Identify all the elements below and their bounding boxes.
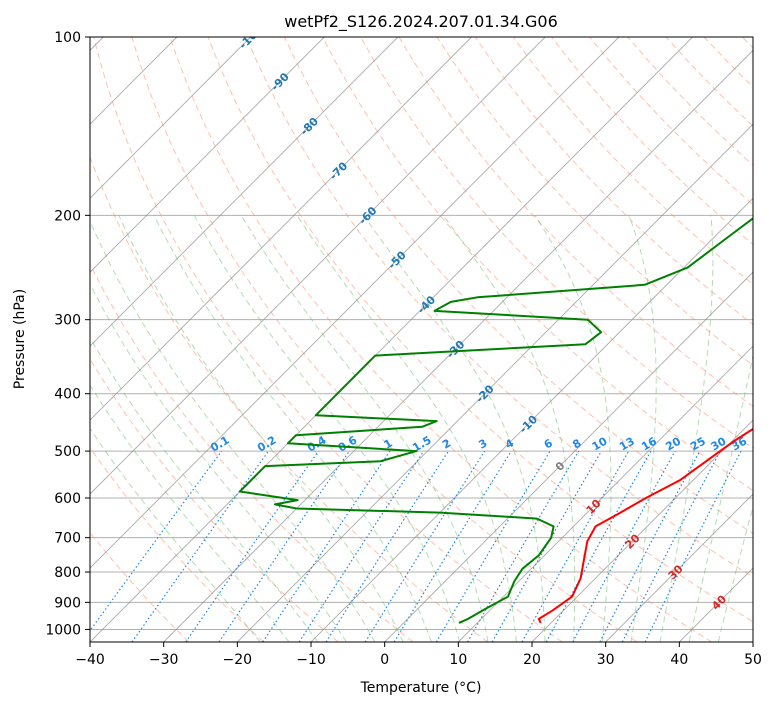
x-tick-label: 10 bbox=[449, 652, 467, 668]
y-tick-label: 600 bbox=[54, 491, 81, 507]
isotherm-line bbox=[90, 37, 251, 199]
y-tick-label: 400 bbox=[54, 387, 81, 403]
isotherm-line bbox=[90, 37, 325, 273]
moist-adiabat bbox=[90, 282, 347, 642]
dry-adiabat bbox=[322, 37, 753, 492]
isotherm-line bbox=[90, 37, 472, 421]
x-tick-label: 30 bbox=[597, 652, 615, 668]
temperature-line bbox=[537, 427, 753, 624]
mixing-ratio-line bbox=[572, 450, 676, 642]
dry-adiabat bbox=[512, 37, 753, 285]
isotherm-line bbox=[384, 271, 753, 642]
x-tick-label: −20 bbox=[223, 652, 253, 668]
mixing-ratio-line bbox=[90, 450, 223, 632]
mixing-ratio-line bbox=[218, 450, 350, 642]
dry-adiabat bbox=[436, 37, 753, 366]
dry-adiabat bbox=[474, 37, 753, 326]
y-tick-label: 300 bbox=[54, 313, 81, 329]
chart-title: wetPf2_S126.2024.207.01.34.G06 bbox=[284, 12, 558, 32]
x-tick-label: 50 bbox=[744, 652, 762, 668]
dry-adiabat bbox=[131, 37, 638, 642]
x-tick-label: 0 bbox=[380, 652, 389, 668]
mixing-ratio-line bbox=[393, 450, 512, 642]
dewpoint-line bbox=[238, 217, 753, 624]
x-tick-label: −40 bbox=[75, 652, 105, 668]
moist-adiabat bbox=[118, 215, 404, 642]
isotherm-line bbox=[90, 37, 399, 347]
background-lines bbox=[90, 37, 753, 642]
isotherm-line bbox=[458, 345, 753, 642]
x-tick-label: −10 bbox=[296, 652, 326, 668]
dry-adiabat bbox=[90, 357, 339, 642]
isotherm-line bbox=[90, 37, 693, 642]
isotherm-line bbox=[90, 37, 620, 569]
mixing-ratio-line bbox=[521, 450, 630, 642]
moist-adiabat bbox=[442, 215, 576, 642]
x-tick-label: 20 bbox=[523, 652, 541, 668]
y-tick-label: 700 bbox=[54, 531, 81, 547]
x-axis: −40 −30 −20 −10 0 10 20 30 40 50 bbox=[75, 642, 762, 668]
x-axis-title: Temperature (°C) bbox=[360, 680, 482, 696]
isotherm-line bbox=[90, 37, 546, 495]
dry-adiabat bbox=[283, 37, 753, 535]
y-tick-label: 200 bbox=[54, 208, 81, 224]
mixing-ratio-line bbox=[185, 450, 319, 642]
plot-background bbox=[90, 37, 753, 642]
isotherm-line bbox=[605, 493, 753, 642]
mixing-ratio-line bbox=[644, 450, 742, 642]
moist-adiabat bbox=[628, 215, 657, 642]
moist-adiabat bbox=[534, 215, 612, 642]
moist-adiabat bbox=[659, 215, 714, 642]
moist-adiabat bbox=[193, 215, 461, 642]
moist-adiabat bbox=[90, 219, 376, 642]
dry-adiabat bbox=[93, 37, 563, 642]
moist-adiabat bbox=[90, 427, 261, 642]
dry-adiabat bbox=[245, 37, 753, 578]
y-tick-label: 100 bbox=[54, 30, 81, 46]
dry-adiabat bbox=[90, 446, 264, 642]
isotherm-line bbox=[163, 49, 753, 642]
x-tick-label: 40 bbox=[670, 652, 688, 668]
dry-adiabat bbox=[90, 262, 414, 642]
y-tick-label: 800 bbox=[54, 565, 81, 581]
moist-adiabat bbox=[90, 336, 319, 642]
dry-adiabat bbox=[207, 37, 753, 623]
y-axis: 1000 900 800 700 600 500 400 300 200 100 bbox=[45, 30, 90, 638]
y-tick-label: 900 bbox=[54, 595, 81, 611]
mixing-ratio-line bbox=[545, 450, 652, 642]
isotherm-line bbox=[237, 123, 753, 642]
moist-adiabat bbox=[240, 215, 489, 642]
mixing-ratio-line bbox=[325, 450, 449, 642]
dry-adiabat bbox=[169, 37, 712, 642]
sounding-series bbox=[238, 217, 753, 624]
y-axis-title: Pressure (hPa) bbox=[12, 289, 28, 389]
y-tick-label: 1000 bbox=[45, 622, 81, 638]
mixing-ratio-line bbox=[131, 450, 269, 642]
mixing-ratio-line bbox=[298, 450, 425, 642]
moist-adiabat bbox=[363, 215, 546, 642]
moist-adiabat bbox=[153, 215, 432, 642]
x-tick-label: −30 bbox=[149, 652, 179, 668]
y-tick-label: 500 bbox=[54, 444, 81, 460]
mixing-ratio-line bbox=[262, 450, 391, 642]
plot-frame bbox=[89, 36, 754, 643]
isotherm-line bbox=[531, 419, 753, 642]
